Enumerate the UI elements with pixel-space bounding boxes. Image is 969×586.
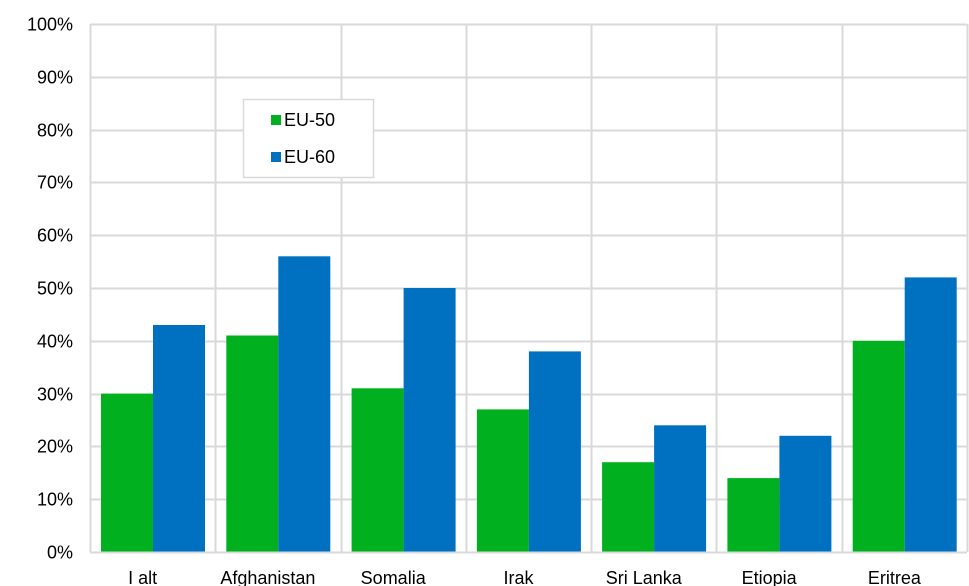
bar-eu-50 — [226, 336, 278, 553]
legend-label: EU-50 — [284, 110, 335, 130]
bars — [101, 256, 957, 552]
bar-eu-60 — [153, 325, 205, 552]
y-tick-label: 0% — [47, 543, 73, 563]
bar-eu-60 — [278, 256, 330, 552]
bar-eu-50 — [101, 394, 153, 552]
legend-swatch-eu-60 — [271, 152, 281, 162]
y-tick-label: 60% — [37, 226, 73, 246]
x-tick-label: Eritrea — [868, 568, 922, 586]
bar-eu-60 — [529, 351, 581, 552]
legend: EU-50 EU-60 — [244, 100, 374, 178]
bar-eu-60 — [779, 436, 831, 552]
bar-eu-60 — [654, 425, 706, 552]
x-tick-label: Sri Lanka — [606, 568, 683, 586]
bar-eu-50 — [602, 462, 654, 552]
y-tick-label: 100% — [27, 15, 73, 35]
x-tick-label: Etiopia — [742, 568, 798, 586]
x-tick-label: Afghanistan — [220, 568, 315, 586]
y-tick-label: 70% — [37, 173, 73, 193]
y-tick-label: 50% — [37, 279, 73, 299]
legend-label: EU-60 — [284, 147, 335, 167]
bar-eu-50 — [853, 341, 905, 552]
x-tick-label: Irak — [503, 568, 534, 586]
x-tick-label: Somalia — [361, 568, 427, 586]
bar-eu-60 — [404, 288, 456, 552]
y-tick-label: 40% — [37, 332, 73, 352]
legend-swatch-eu-50 — [271, 115, 281, 125]
y-tick-label: 30% — [37, 385, 73, 405]
y-tick-label: 10% — [37, 490, 73, 510]
bar-eu-50 — [477, 409, 529, 552]
y-tick-label: 90% — [37, 68, 73, 88]
bar-eu-50 — [727, 478, 779, 552]
y-tick-label: 80% — [37, 121, 73, 141]
bar-eu-60 — [905, 277, 957, 552]
x-tick-label: I alt — [128, 568, 157, 586]
y-tick-label: 20% — [37, 437, 73, 457]
bar-eu-50 — [352, 388, 404, 552]
